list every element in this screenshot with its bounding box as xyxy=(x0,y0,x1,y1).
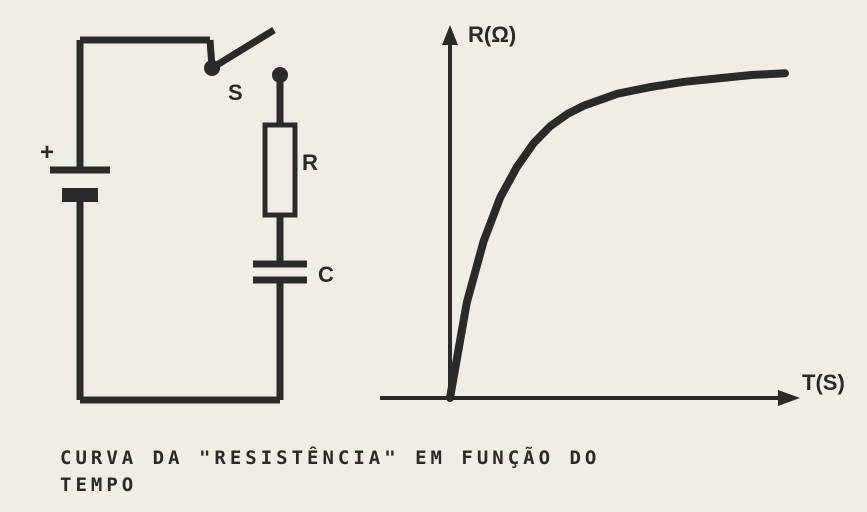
y-axis-label: R(Ω) xyxy=(468,22,516,47)
caption-line2: TEMPO xyxy=(60,474,137,496)
resistance-graph: R(Ω) T(S) xyxy=(380,20,850,420)
caption: CURVA DA "RESISTÊNCIA" EM FUNÇÃO DO TEMP… xyxy=(60,445,820,498)
x-axis-label: T(S) xyxy=(802,370,845,395)
rc-curve xyxy=(450,73,785,398)
switch-label: S xyxy=(228,80,243,105)
caption-line1: CURVA DA "RESISTÊNCIA" EM FUNÇÃO DO xyxy=(60,447,600,469)
capacitor-label: C xyxy=(318,262,334,287)
battery-plus-label: + xyxy=(40,139,54,166)
resistor-label: R xyxy=(302,150,318,175)
circuit-diagram: + C R xyxy=(40,20,370,420)
